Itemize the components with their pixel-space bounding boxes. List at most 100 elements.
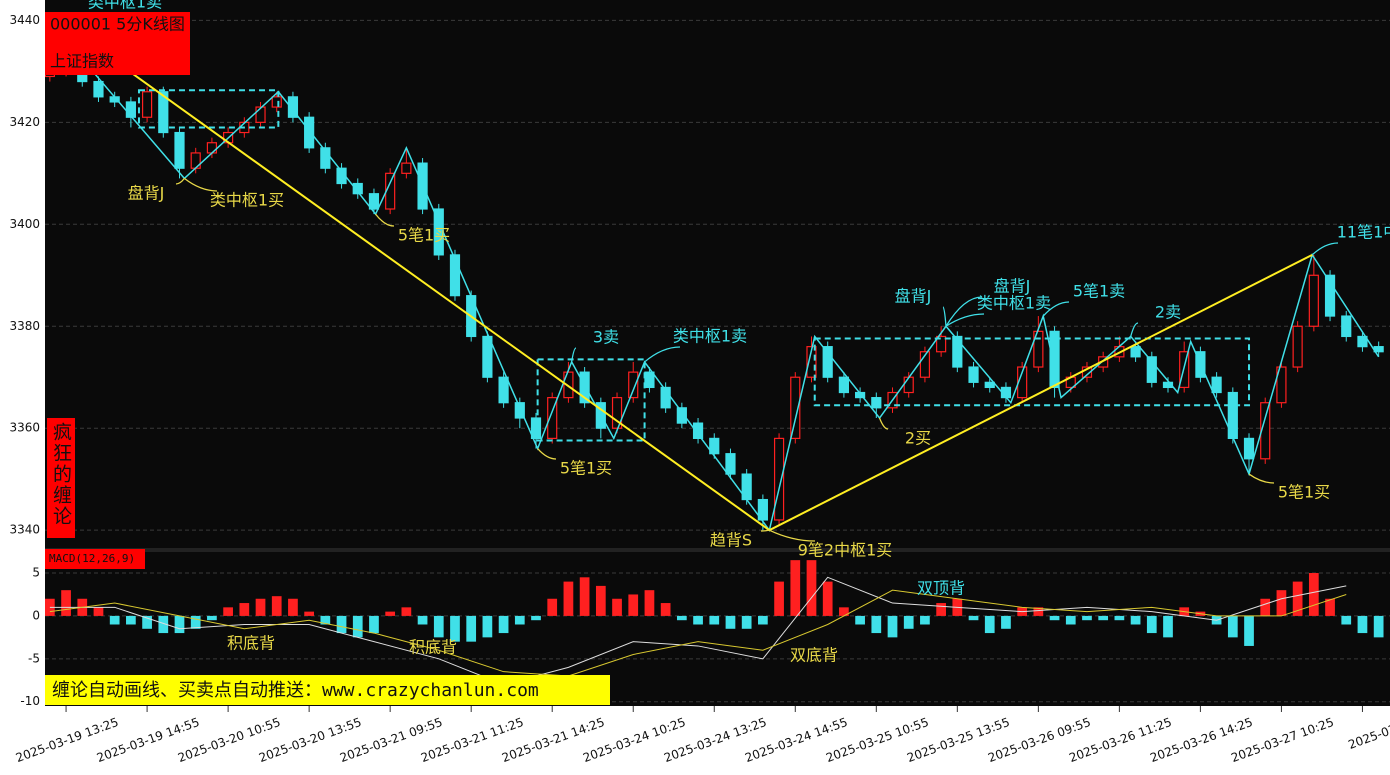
macd-bar bbox=[498, 615, 509, 634]
candle-body bbox=[287, 96, 299, 118]
macd-bar bbox=[61, 590, 71, 616]
candle-body bbox=[352, 182, 363, 195]
macd-bar bbox=[790, 560, 801, 616]
macd-bar bbox=[352, 615, 363, 638]
macd-bar bbox=[271, 596, 282, 616]
macd-bar bbox=[644, 590, 655, 616]
macd-bar bbox=[855, 615, 865, 625]
macd-bar bbox=[968, 615, 979, 621]
y-tick-label: 3360 bbox=[9, 421, 40, 435]
candle-body bbox=[93, 80, 104, 98]
macd-tick-label: 0 bbox=[32, 608, 40, 622]
candle-body bbox=[206, 142, 218, 154]
candle-body bbox=[952, 335, 963, 368]
annotation-arrow bbox=[1311, 242, 1339, 256]
macd-bar bbox=[1341, 615, 1352, 625]
candle-body bbox=[320, 147, 331, 169]
macd-bar bbox=[482, 615, 493, 638]
macd-bar bbox=[142, 615, 152, 629]
candle-body bbox=[547, 397, 558, 439]
candle-body bbox=[174, 131, 185, 169]
candle-body bbox=[968, 366, 979, 383]
macd-bar bbox=[433, 615, 444, 638]
macd-bar bbox=[417, 615, 428, 625]
annotation-arrow bbox=[945, 313, 985, 327]
annotation: 盘背J bbox=[895, 287, 932, 306]
macd-bar bbox=[531, 615, 541, 621]
candle-body bbox=[773, 437, 785, 521]
candle-body bbox=[125, 101, 136, 118]
annotation: 类中枢1买 bbox=[210, 191, 284, 210]
macd-bar bbox=[579, 577, 590, 616]
macd-bar bbox=[1146, 615, 1157, 634]
x-tick-label: 2025-03-27 bbox=[1346, 715, 1390, 752]
macd-bar bbox=[1163, 615, 1173, 638]
macd-bar bbox=[320, 615, 331, 625]
candle-body bbox=[984, 381, 995, 389]
annotation-arrow bbox=[942, 306, 947, 327]
annotation: 类中枢1卖 bbox=[977, 294, 1051, 313]
macd-bar bbox=[401, 607, 412, 616]
annotation-arrow bbox=[571, 347, 577, 363]
macd-bar bbox=[1049, 615, 1060, 621]
macd-bar bbox=[693, 615, 703, 625]
macd-bar bbox=[1325, 598, 1335, 616]
macd-bar bbox=[839, 607, 849, 616]
macd-bar bbox=[336, 615, 347, 634]
candle-body bbox=[1324, 274, 1336, 317]
candle-body bbox=[1049, 330, 1060, 389]
annotation: 类中枢1卖 bbox=[673, 327, 747, 346]
annotation-arrow bbox=[175, 178, 185, 185]
macd-bar bbox=[984, 615, 995, 634]
candle-body bbox=[676, 407, 687, 424]
candle-body bbox=[498, 376, 509, 404]
macd-bar bbox=[190, 615, 201, 629]
macd-bar bbox=[126, 615, 136, 625]
macd-bar bbox=[514, 615, 525, 625]
panel-divider bbox=[45, 548, 1390, 552]
annotation: 盘背J bbox=[994, 277, 1031, 296]
macd-bar bbox=[288, 598, 298, 616]
banner: 缠论自动画线、买卖点自动推送：www.crazychanlun.com bbox=[52, 680, 539, 701]
annotation-arrow bbox=[1130, 322, 1139, 337]
macd-bar bbox=[822, 581, 833, 616]
candle-body bbox=[1211, 376, 1222, 394]
macd-bar bbox=[725, 615, 736, 629]
annotation: 9笔2中枢1买 bbox=[798, 541, 893, 560]
macd-bar bbox=[595, 585, 606, 616]
y-tick-label: 3420 bbox=[9, 115, 40, 129]
macd-bar bbox=[1098, 615, 1109, 621]
macd-bar bbox=[547, 598, 558, 616]
candle-body bbox=[401, 162, 412, 174]
index-name: 上证指数 bbox=[50, 52, 114, 71]
annotation: 趋背S bbox=[710, 531, 752, 550]
chart-title: 000001 5分K线图 bbox=[50, 15, 185, 34]
macd-bar bbox=[871, 615, 882, 634]
candle-body bbox=[1146, 356, 1157, 383]
macd-title-box bbox=[45, 549, 145, 569]
macd-bar bbox=[758, 615, 768, 625]
y-tick-label: 3340 bbox=[9, 523, 40, 537]
macd-bar bbox=[676, 615, 687, 621]
candle-body bbox=[725, 453, 736, 475]
annotation: 11笔1中 bbox=[1337, 223, 1390, 242]
macd-bar bbox=[174, 615, 185, 634]
candle-body bbox=[1033, 330, 1044, 368]
candle-body bbox=[1130, 346, 1141, 358]
macd-bar bbox=[93, 607, 104, 616]
candle-body bbox=[141, 91, 153, 118]
macd-bar bbox=[223, 607, 233, 616]
sidebar-box bbox=[47, 418, 75, 538]
candle-body bbox=[1162, 381, 1174, 389]
macd-bar bbox=[741, 615, 752, 629]
macd-bar bbox=[369, 615, 379, 634]
macd-bar bbox=[660, 603, 671, 616]
candle-body bbox=[822, 346, 833, 378]
annotation: 2卖 bbox=[1155, 303, 1181, 322]
candle-body bbox=[304, 116, 315, 149]
annotation: 2买 bbox=[905, 429, 931, 448]
annotation: 3卖 bbox=[593, 328, 619, 347]
candle-body bbox=[1308, 274, 1319, 327]
candle-body bbox=[838, 376, 849, 394]
